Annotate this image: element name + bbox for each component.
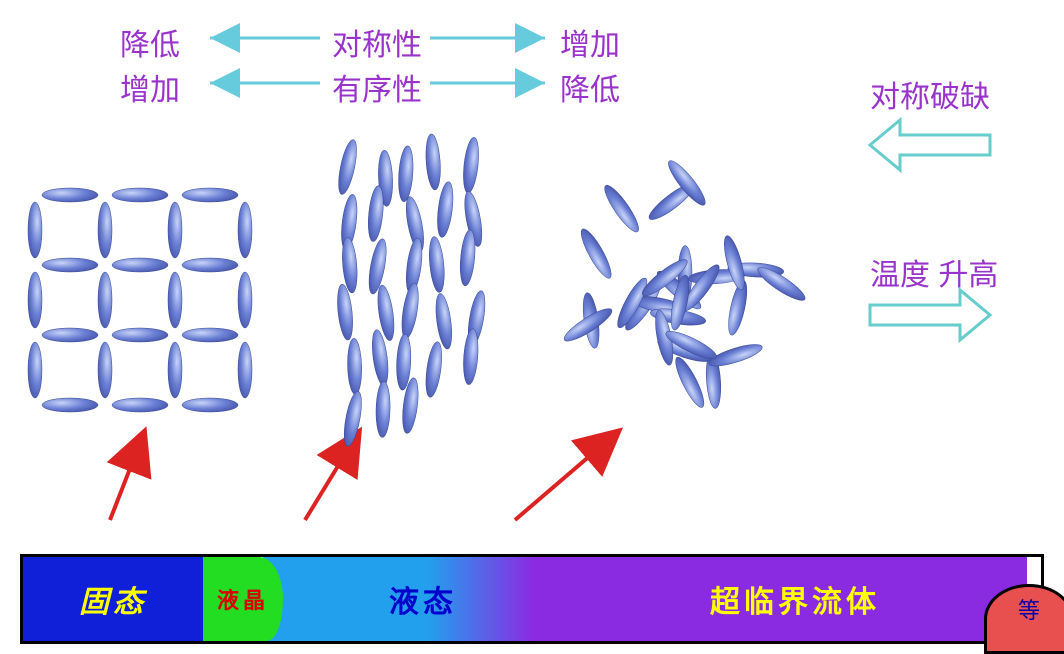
phase-liqcrys-label: 液晶	[217, 583, 269, 615]
phase-corner-label: 等	[1018, 593, 1040, 625]
phase-liquid-crystal: 液晶	[203, 557, 283, 641]
phase-supercritical: 超临界流体	[563, 557, 1027, 641]
phase-solid: 固态	[23, 557, 203, 641]
liquid-crystal-cluster	[335, 134, 488, 448]
phase-super-label: 超临界流体	[710, 577, 880, 621]
phase-bar: 固态 液晶 液态 超临界流体	[20, 554, 1044, 644]
red-arrows-group	[110, 430, 620, 520]
big-arrow-left	[870, 120, 990, 170]
big-arrow-right	[870, 290, 990, 340]
liquid-cluster	[561, 157, 809, 411]
diagram-svg	[0, 0, 1064, 644]
phase-liquid-label: 液态	[389, 577, 457, 621]
solid-cluster	[28, 188, 252, 412]
phase-liquid: 液态	[263, 557, 563, 641]
phase-solid-label: 固态	[79, 577, 147, 621]
